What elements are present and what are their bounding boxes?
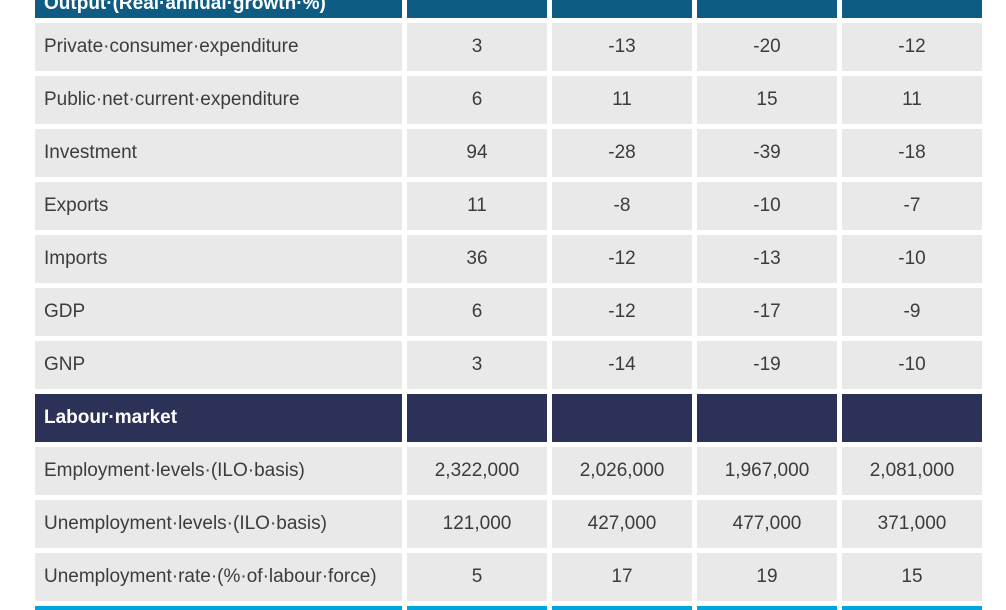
section-header-labour-market: Labour·market xyxy=(35,394,982,442)
value-cell: -17 xyxy=(697,288,837,336)
section-header-next-col2 xyxy=(552,606,692,610)
value-cell: 94 xyxy=(407,129,547,177)
section-header-next-label xyxy=(35,606,402,610)
section-header-output-col4 xyxy=(842,0,982,18)
value-cell: -10 xyxy=(697,182,837,230)
row-label: GNP xyxy=(35,341,402,389)
economic-indicators-table: Output·(Real·annual·growth·%) Private·co… xyxy=(30,0,987,610)
table-row-employment-levels: Employment·levels·(ILO·basis) 2,322,000 … xyxy=(35,447,982,495)
table-row-imports: Imports 36 -12 -13 -10 xyxy=(35,235,982,283)
value-cell: 6 xyxy=(407,76,547,124)
value-cell: 2,081,000 xyxy=(842,447,982,495)
section-header-output-col2 xyxy=(552,0,692,18)
value-cell: 36 xyxy=(407,235,547,283)
value-cell: 2,322,000 xyxy=(407,447,547,495)
section-header-next-col1 xyxy=(407,606,547,610)
value-cell: 11 xyxy=(407,182,547,230)
value-cell: -12 xyxy=(552,235,692,283)
value-cell: 6 xyxy=(407,288,547,336)
table-row-unemployment-rate: Unemployment·rate·(%·of·labour·force) 5 … xyxy=(35,553,982,601)
value-cell: -28 xyxy=(552,129,692,177)
value-cell: 3 xyxy=(407,23,547,71)
value-cell: -39 xyxy=(697,129,837,177)
value-cell: 371,000 xyxy=(842,500,982,548)
value-cell: 19 xyxy=(697,553,837,601)
row-label: GDP xyxy=(35,288,402,336)
value-cell: 477,000 xyxy=(697,500,837,548)
section-header-next-clipped xyxy=(35,606,982,610)
section-header-labour-col2 xyxy=(552,394,692,442)
value-cell: 11 xyxy=(552,76,692,124)
table-row-gnp: GNP 3 -14 -19 -10 xyxy=(35,341,982,389)
value-cell: -12 xyxy=(842,23,982,71)
row-label: Private·consumer·expenditure xyxy=(35,23,402,71)
value-cell: -8 xyxy=(552,182,692,230)
value-cell: -12 xyxy=(552,288,692,336)
value-cell: 2,026,000 xyxy=(552,447,692,495)
row-label: Public·net·current·expenditure xyxy=(35,76,402,124)
table-row-unemployment-levels: Unemployment·levels·(ILO·basis) 121,000 … xyxy=(35,500,982,548)
section-header-output-col1 xyxy=(407,0,547,18)
section-header-labour-label: Labour·market xyxy=(35,394,402,442)
row-label: Investment xyxy=(35,129,402,177)
value-cell: 11 xyxy=(842,76,982,124)
table-row-exports: Exports 11 -8 -10 -7 xyxy=(35,182,982,230)
value-cell: -19 xyxy=(697,341,837,389)
value-cell: -9 xyxy=(842,288,982,336)
value-cell: 5 xyxy=(407,553,547,601)
row-label: Unemployment·levels·(ILO·basis) xyxy=(35,500,402,548)
value-cell: -7 xyxy=(842,182,982,230)
value-cell: -18 xyxy=(842,129,982,177)
row-label: Employment·levels·(ILO·basis) xyxy=(35,447,402,495)
table-row-investment: Investment 94 -28 -39 -18 xyxy=(35,129,982,177)
value-cell: 15 xyxy=(842,553,982,601)
value-cell: 1,967,000 xyxy=(697,447,837,495)
value-cell: 15 xyxy=(697,76,837,124)
section-header-labour-col4 xyxy=(842,394,982,442)
table-row-private-consumer-expenditure: Private·consumer·expenditure 3 -13 -20 -… xyxy=(35,23,982,71)
section-header-next-col3 xyxy=(697,606,837,610)
section-header-labour-col3 xyxy=(697,394,837,442)
value-cell: -20 xyxy=(697,23,837,71)
row-label: Imports xyxy=(35,235,402,283)
value-cell: -10 xyxy=(842,235,982,283)
row-label: Unemployment·rate·(%·of·labour·force) xyxy=(35,553,402,601)
value-cell: 121,000 xyxy=(407,500,547,548)
section-header-output-label: Output·(Real·annual·growth·%) xyxy=(35,0,402,18)
value-cell: -13 xyxy=(552,23,692,71)
value-cell: 3 xyxy=(407,341,547,389)
section-header-output: Output·(Real·annual·growth·%) xyxy=(35,0,982,18)
value-cell: 427,000 xyxy=(552,500,692,548)
value-cell: -10 xyxy=(842,341,982,389)
table-row-public-net-current-expenditure: Public·net·current·expenditure 6 11 15 1… xyxy=(35,76,982,124)
value-cell: -14 xyxy=(552,341,692,389)
section-header-labour-col1 xyxy=(407,394,547,442)
value-cell: -13 xyxy=(697,235,837,283)
section-header-next-col4 xyxy=(842,606,982,610)
value-cell: 17 xyxy=(552,553,692,601)
table-row-gdp: GDP 6 -12 -17 -9 xyxy=(35,288,982,336)
row-label: Exports xyxy=(35,182,402,230)
section-header-output-col3 xyxy=(697,0,837,18)
